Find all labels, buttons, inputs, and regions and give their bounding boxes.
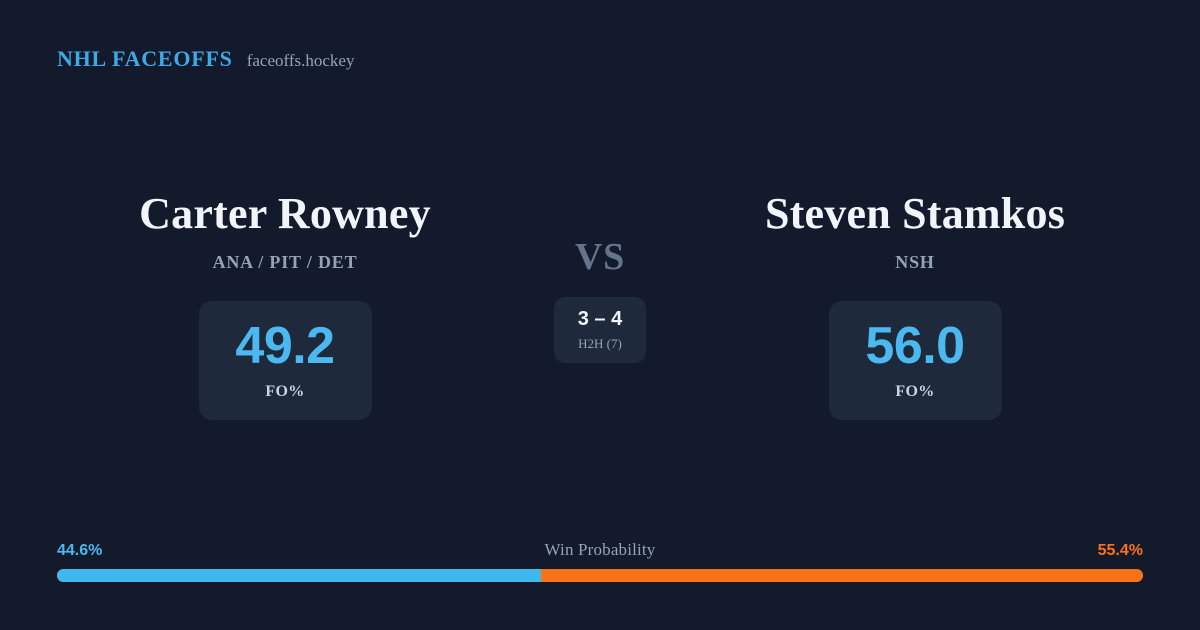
versus-block: VS 3 – 4 H2H (7) <box>500 190 700 363</box>
head-to-head-card: 3 – 4 H2H (7) <box>554 297 646 363</box>
right-player-faceoff-label: FO% <box>895 383 935 401</box>
win-probability-section: 44.6% Win Probability 55.4% <box>57 540 1143 582</box>
versus-label: VS <box>574 236 626 278</box>
right-player-teams: NSH <box>895 252 935 273</box>
left-player-teams: ANA / PIT / DET <box>212 252 358 273</box>
right-player-stat-card: 56.0 FO% <box>828 301 1002 421</box>
head-to-head-score: 3 – 4 <box>577 307 623 330</box>
matchup-section: Carter Rowney ANA / PIT / DET 49.2 FO% V… <box>0 189 1200 421</box>
right-player-faceoff-value: 56.0 <box>865 317 965 376</box>
left-player-faceoff-value: 49.2 <box>235 317 335 376</box>
left-player-name[interactable]: Carter Rowney <box>139 189 431 238</box>
win-probability-bar-left-segment <box>57 569 542 582</box>
right-player-block: Steven Stamkos NSH 56.0 FO% <box>700 189 1130 421</box>
left-player-faceoff-label: FO% <box>265 383 305 401</box>
brand-title[interactable]: NHL FACEOFFS <box>57 46 233 71</box>
head-to-head-label: H2H (7) <box>578 335 622 351</box>
right-player-name[interactable]: Steven Stamkos <box>764 189 1066 238</box>
left-player-stat-card: 49.2 FO% <box>198 301 372 421</box>
win-probability-right-value: 55.4% <box>1097 542 1143 559</box>
win-probability-labels: 44.6% Win Probability 55.4% <box>57 540 1143 560</box>
left-player-block: Carter Rowney ANA / PIT / DET 49.2 FO% <box>70 189 500 421</box>
win-probability-left-value: 44.6% <box>57 542 103 559</box>
site-domain: faceoffs.hockey <box>246 51 355 70</box>
win-probability-bar <box>57 569 1143 582</box>
win-probability-title: Win Probability <box>544 540 656 559</box>
site-header: NHL FACEOFFS faceoffs.hockey <box>57 46 354 72</box>
win-probability-bar-right-segment <box>541 569 1143 582</box>
